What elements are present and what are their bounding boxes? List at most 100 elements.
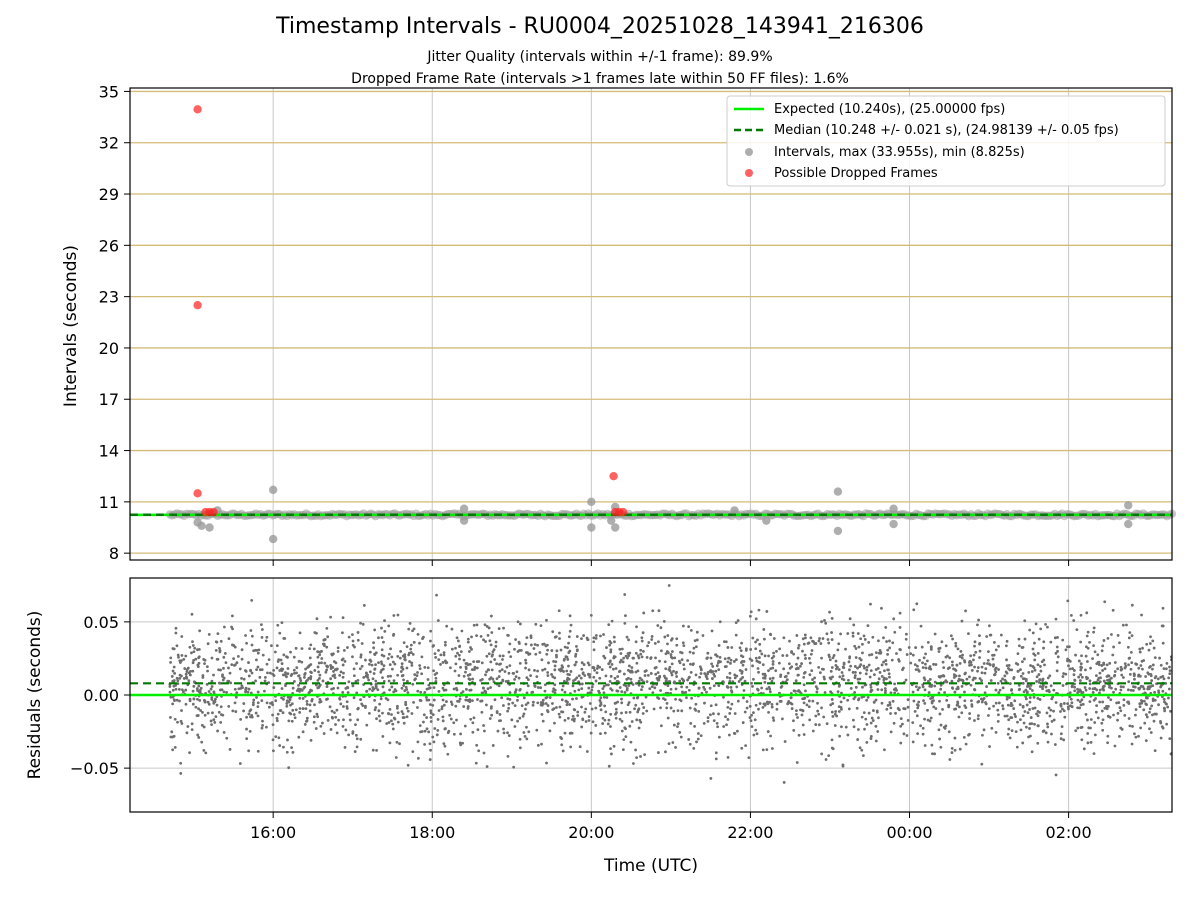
residual-point — [670, 637, 674, 641]
residual-point — [498, 712, 502, 716]
residual-point — [863, 638, 867, 641]
residual-point — [467, 650, 471, 653]
residual-point — [602, 695, 606, 699]
residual-point — [1169, 752, 1172, 756]
residual-point — [837, 710, 841, 713]
residual-point — [1050, 720, 1054, 723]
residual-point — [553, 721, 556, 725]
residual-point — [885, 640, 888, 643]
residual-point — [618, 686, 622, 689]
residual-point — [351, 639, 355, 643]
residual-point — [1141, 667, 1144, 671]
residual-point — [374, 682, 378, 686]
residual-point — [654, 656, 657, 660]
residual-point — [630, 669, 634, 673]
residual-point — [278, 744, 282, 747]
residual-point — [575, 644, 578, 648]
residual-point — [830, 631, 833, 634]
residual-point — [555, 653, 558, 657]
residual-point — [381, 676, 384, 680]
residual-point — [449, 717, 453, 721]
residual-point — [751, 636, 755, 640]
residual-point — [660, 649, 663, 653]
residual-point — [1049, 640, 1053, 644]
residual-point — [614, 712, 617, 716]
residual-point — [1021, 714, 1025, 718]
residual-point — [1025, 690, 1029, 694]
residual-point — [1168, 669, 1172, 672]
residual-point — [172, 684, 176, 688]
residual-point — [681, 641, 685, 645]
residual-point — [883, 748, 886, 752]
residual-point — [413, 678, 417, 682]
residual-point — [403, 655, 407, 659]
residual-point — [640, 688, 643, 692]
residual-point — [742, 689, 746, 692]
x-tick-label: 22:00 — [727, 823, 773, 842]
residual-point — [426, 666, 430, 670]
residual-point — [921, 726, 925, 730]
residual-point — [595, 667, 599, 670]
residual-point — [190, 612, 194, 616]
residual-point — [1062, 709, 1066, 713]
residual-point — [573, 663, 577, 667]
residual-point — [929, 716, 933, 720]
residual-point — [348, 713, 352, 716]
residual-point — [1131, 725, 1134, 728]
residual-point — [533, 685, 537, 688]
residual-point — [570, 731, 574, 735]
residual-point — [1046, 740, 1050, 744]
residual-point — [676, 725, 679, 728]
residual-point — [303, 675, 306, 679]
residual-point — [245, 737, 249, 741]
residual-point — [838, 734, 842, 738]
residual-point — [836, 648, 840, 652]
residual-point — [396, 673, 400, 677]
residual-point — [1062, 672, 1065, 675]
residual-point — [170, 730, 174, 734]
residual-point — [1008, 668, 1012, 672]
residual-point — [904, 632, 908, 636]
residual-point — [1042, 658, 1046, 662]
residual-point — [762, 628, 766, 631]
residual-point — [493, 658, 497, 661]
residual-point — [201, 676, 205, 679]
residual-point — [506, 697, 510, 701]
residual-point — [757, 670, 760, 674]
residual-point — [973, 688, 976, 691]
residual-point — [298, 696, 302, 700]
residual-point — [281, 711, 285, 715]
residual-point — [332, 687, 336, 690]
residual-point — [1148, 727, 1151, 731]
residual-point — [743, 679, 747, 683]
residual-point — [458, 657, 461, 661]
residual-point — [670, 662, 674, 666]
residual-point — [984, 702, 988, 706]
residual-point — [1164, 667, 1168, 671]
residual-point — [490, 631, 494, 634]
residual-point — [944, 655, 948, 659]
residual-point — [741, 663, 745, 667]
residual-point — [1021, 681, 1025, 685]
residual-point — [1029, 664, 1032, 667]
residual-point — [1098, 691, 1101, 695]
residual-point — [475, 623, 479, 627]
residual-point — [232, 657, 235, 660]
residual-point — [381, 685, 385, 689]
residual-point — [680, 685, 684, 689]
residual-point — [703, 672, 707, 675]
residual-point — [659, 626, 663, 630]
residual-point — [864, 672, 868, 676]
residual-point — [817, 666, 821, 669]
residual-point — [976, 623, 979, 627]
residual-point — [218, 646, 221, 650]
residual-point — [854, 647, 858, 650]
residual-point — [1055, 660, 1059, 664]
residual-point — [185, 670, 189, 673]
residual-point — [330, 709, 334, 713]
residual-point — [1054, 651, 1058, 655]
residual-point — [993, 668, 997, 671]
residual-point — [992, 704, 995, 708]
residual-point — [834, 710, 838, 713]
residual-point — [1032, 652, 1036, 656]
